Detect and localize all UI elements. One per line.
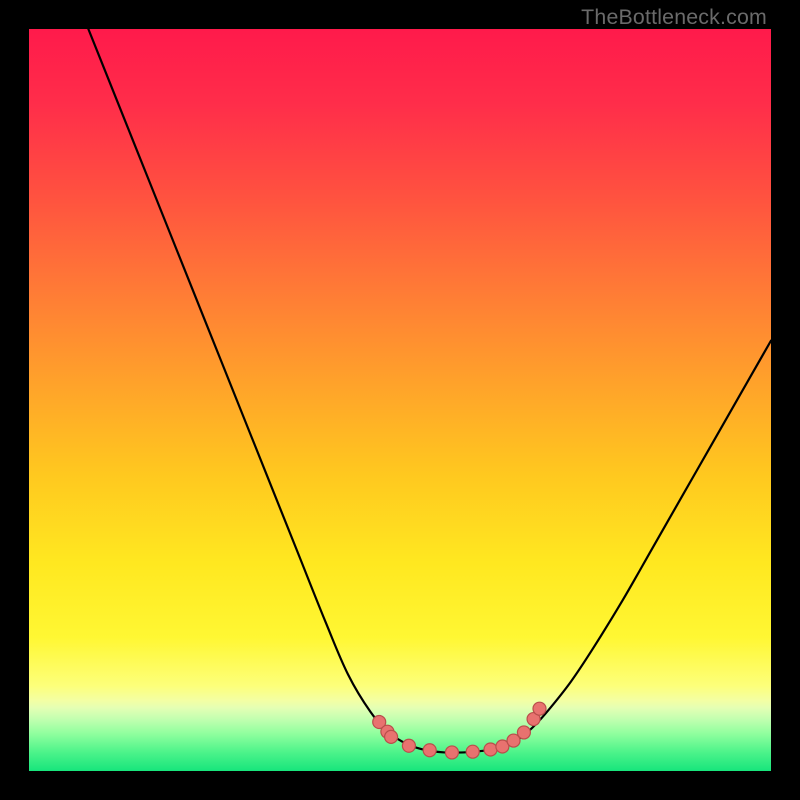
curve-layer [29, 29, 771, 771]
data-marker [533, 702, 546, 715]
data-marker [517, 726, 530, 739]
data-marker [385, 730, 398, 743]
data-marker [445, 746, 458, 759]
data-marker [423, 744, 436, 757]
chart-frame: TheBottleneck.com [0, 0, 800, 800]
data-marker [466, 745, 479, 758]
plot-area [29, 29, 771, 771]
bottleneck-curve [88, 29, 771, 753]
watermark-text: TheBottleneck.com [581, 5, 767, 30]
data-marker [484, 743, 497, 756]
data-marker [402, 739, 415, 752]
